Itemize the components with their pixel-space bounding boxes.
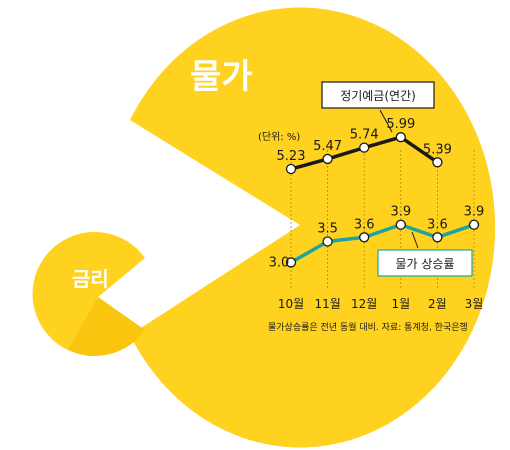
data-point bbox=[359, 142, 370, 153]
x-tick-label: 2월 bbox=[428, 297, 447, 311]
x-tick-label: 10월 bbox=[278, 297, 304, 311]
data-label: 3.5 bbox=[317, 221, 338, 236]
data-label: 5.47 bbox=[313, 139, 342, 154]
legend-inflation: 물가 상승률 bbox=[377, 231, 473, 277]
data-label: 5.23 bbox=[277, 149, 306, 164]
data-label: 3.0 bbox=[269, 255, 290, 270]
data-label: 5.39 bbox=[423, 142, 452, 157]
data-point bbox=[322, 153, 333, 165]
data-label: 3.6 bbox=[354, 217, 375, 232]
big-pacman-label: 물가 bbox=[190, 57, 253, 97]
x-tick-label: 11월 bbox=[314, 297, 340, 311]
small-pacman-label: 금리 bbox=[72, 267, 109, 291]
data-point bbox=[395, 219, 406, 230]
footnote: 물가상승률은 전년 동월 대비. 자료: 통계청, 한국은행 bbox=[268, 321, 468, 333]
data-points bbox=[285, 132, 480, 268]
x-tick-label: 12월 bbox=[351, 297, 377, 311]
data-point bbox=[359, 232, 370, 243]
small-pacman-shade bbox=[68, 297, 145, 356]
data-point bbox=[468, 219, 480, 230]
legend-deposit: 정기예금(연간) bbox=[321, 81, 435, 133]
x-tick-labels: 10월 11월 12월 1월 2월 3월 bbox=[278, 297, 484, 311]
data-label: 3.9 bbox=[464, 205, 485, 220]
x-tick-label: 1월 bbox=[391, 297, 410, 311]
vertical-guides bbox=[290, 150, 475, 288]
series-line-1 bbox=[290, 222, 475, 264]
data-point bbox=[285, 163, 297, 175]
data-point bbox=[285, 257, 297, 268]
data-label: 5.74 bbox=[350, 128, 379, 143]
data-point bbox=[322, 236, 333, 247]
x-tick-label: 3월 bbox=[465, 297, 484, 311]
data-label: 3.6 bbox=[427, 217, 448, 232]
data-point bbox=[432, 232, 443, 243]
data-label: 5.99 bbox=[386, 117, 415, 132]
legend-inflation-label: 물가 상승률 bbox=[395, 257, 454, 271]
data-point bbox=[395, 132, 406, 143]
big-pacman-shape bbox=[130, 7, 496, 448]
legend-deposit-label: 정기예금(연간) bbox=[340, 89, 416, 103]
data-label: 3.9 bbox=[390, 205, 411, 220]
unit-label: (단위: %) bbox=[258, 130, 300, 143]
data-point bbox=[432, 157, 443, 168]
data-labels: 5.23 5.47 5.74 5.99 5.39 3.0 3.5 3.6 3.9 3.6 3.9 bbox=[269, 117, 485, 270]
